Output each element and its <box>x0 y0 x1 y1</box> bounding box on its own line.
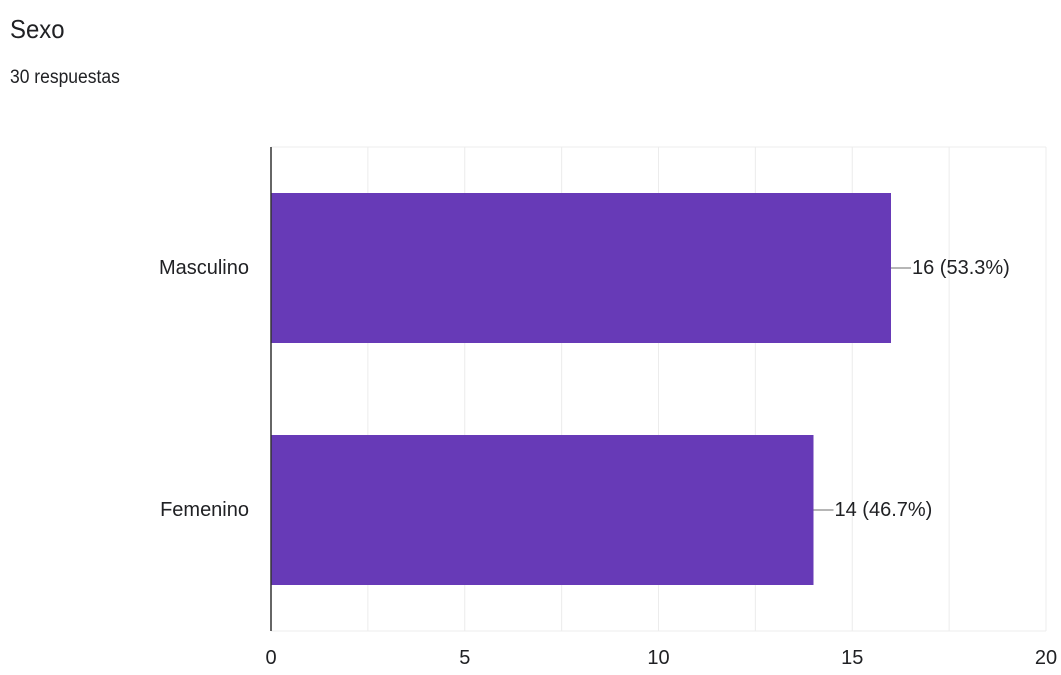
x-axis-ticks: 0 5 10 15 20 <box>265 647 1057 669</box>
bar-femenino <box>271 435 814 585</box>
chart-header: Sexo 30 respuestas <box>10 12 129 90</box>
response-count: 30 respuestas <box>10 67 120 88</box>
category-label-femenino: Femenino <box>160 499 249 521</box>
bar-masculino <box>271 193 891 343</box>
x-tick-label: 10 <box>647 647 669 669</box>
question-title: Sexo <box>10 14 65 44</box>
category-label-masculino: Masculino <box>159 257 249 279</box>
x-tick-label: 15 <box>841 647 863 669</box>
x-tick-label: 5 <box>459 647 470 669</box>
data-label-masculino: 16 (53.3%) <box>912 257 1010 279</box>
x-tick-label: 20 <box>1035 647 1057 669</box>
bars <box>271 193 891 585</box>
x-tick-label: 0 <box>265 647 276 669</box>
data-label-femenino: 14 (46.7%) <box>835 499 933 521</box>
